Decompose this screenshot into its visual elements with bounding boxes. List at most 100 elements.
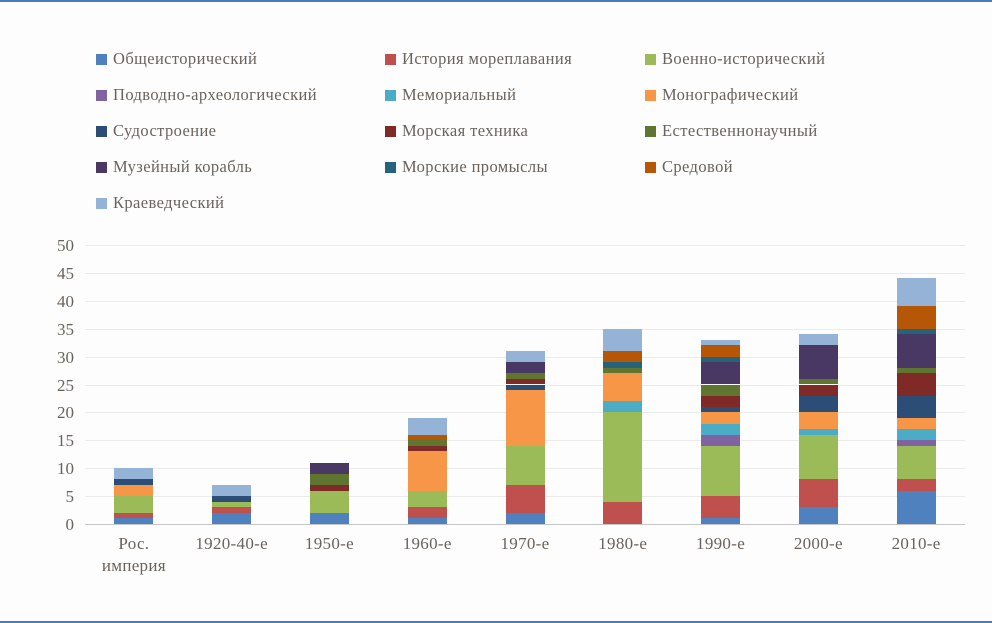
bar-segment bbox=[407, 434, 447, 441]
bar-segment bbox=[701, 445, 741, 497]
bar-segment bbox=[309, 462, 349, 474]
bar-segment bbox=[798, 395, 838, 413]
x-axis-category-label: 2010-е bbox=[861, 533, 971, 555]
bar-segment bbox=[407, 451, 447, 491]
legend-item: Средовой bbox=[645, 156, 825, 178]
legend-label: Судостроение bbox=[113, 121, 217, 140]
bar-segment bbox=[896, 334, 936, 368]
legend-swatch-icon bbox=[96, 161, 107, 173]
bar-segment bbox=[114, 468, 154, 480]
bar-segment bbox=[798, 384, 838, 396]
bar-segment bbox=[798, 334, 838, 346]
bar-segment bbox=[798, 412, 838, 430]
bar-segment bbox=[603, 328, 643, 351]
gridline bbox=[85, 272, 965, 274]
bar-segment bbox=[407, 445, 447, 452]
legend-item: Судостроение bbox=[96, 120, 385, 142]
bar-segment bbox=[309, 484, 349, 491]
bar-segment bbox=[603, 362, 643, 368]
x-axis-category-label-line: 1960-е bbox=[402, 534, 452, 553]
legend-swatch-icon bbox=[385, 89, 396, 101]
legend-label: Морская техника bbox=[402, 121, 529, 140]
bar-segment bbox=[701, 434, 741, 446]
bar-segment bbox=[701, 423, 741, 435]
bar-segment bbox=[114, 512, 154, 519]
bar-segment bbox=[407, 518, 447, 524]
legend-swatch-icon bbox=[645, 53, 656, 65]
legend-label: Подводно-археологический bbox=[113, 85, 317, 104]
bar-segment bbox=[896, 429, 936, 441]
legend-label: Монографический bbox=[662, 85, 799, 104]
bar-segment bbox=[309, 490, 349, 513]
legend-item: Подводно-археологический bbox=[96, 84, 385, 106]
x-axis-category-label: 1980-е bbox=[568, 533, 678, 555]
bar-segment bbox=[114, 479, 154, 485]
bar-segment bbox=[603, 351, 643, 363]
bar-segment bbox=[701, 345, 741, 357]
bar-segment bbox=[603, 367, 643, 374]
bar-segment bbox=[505, 351, 545, 363]
bar-segment bbox=[212, 501, 252, 508]
bar-segment bbox=[407, 490, 447, 508]
bar-segment bbox=[896, 440, 936, 446]
bar-segment bbox=[114, 484, 154, 497]
legend-item: История мореплавания bbox=[385, 48, 645, 70]
bar-segment bbox=[505, 445, 545, 485]
y-axis-tick-label: 50 bbox=[57, 236, 74, 255]
legend-label: Естественнонаучный bbox=[662, 121, 818, 140]
y-axis-tick-label: 35 bbox=[57, 319, 74, 339]
bar-segment bbox=[505, 378, 545, 385]
bar-segment bbox=[896, 445, 936, 480]
legend-label: Краеведческий bbox=[113, 193, 225, 212]
bar-segment bbox=[896, 306, 936, 329]
bar-segment bbox=[407, 417, 447, 435]
bar-segment bbox=[212, 507, 252, 513]
bar-segment bbox=[798, 345, 838, 379]
bar-segment bbox=[309, 473, 349, 485]
bar-segment bbox=[701, 339, 741, 346]
x-axis-line bbox=[85, 524, 965, 525]
bar-segment bbox=[701, 412, 741, 424]
bar-segment bbox=[114, 496, 154, 513]
bar-segment bbox=[505, 384, 545, 391]
legend-swatch-icon bbox=[96, 53, 107, 65]
bar-segment bbox=[505, 373, 545, 379]
bar-segment bbox=[701, 518, 741, 524]
x-axis-category-label: 2000-е bbox=[763, 533, 873, 555]
bar-segment bbox=[603, 401, 643, 413]
legend-item: Музейный корабль bbox=[96, 156, 385, 178]
legend-item: Естественнонаучный bbox=[645, 120, 825, 142]
legend-label: Общеисторический bbox=[113, 49, 258, 68]
bar-segment bbox=[701, 496, 741, 519]
legend-swatch-icon bbox=[96, 89, 107, 101]
legend-item: Морская техника bbox=[385, 120, 645, 142]
bar-segment bbox=[212, 512, 252, 524]
legend-item: Мемориальный bbox=[385, 84, 645, 106]
bar-segment bbox=[603, 412, 643, 502]
y-axis-tick-label: 15 bbox=[57, 431, 74, 451]
bar-segment bbox=[896, 278, 936, 307]
y-axis-tick-label: 30 bbox=[57, 347, 74, 367]
bar-segment bbox=[505, 484, 545, 513]
x-axis-category-label-line: 1920-40-е bbox=[195, 534, 268, 553]
gridline bbox=[85, 328, 965, 330]
x-axis-category-label-line: 1990-е bbox=[696, 534, 746, 553]
y-axis-tick-label: 25 bbox=[57, 375, 74, 395]
y-axis-tick-label: 0 bbox=[65, 515, 75, 534]
bar-segment bbox=[603, 373, 643, 402]
bar-segment bbox=[896, 490, 936, 524]
bar-segment bbox=[798, 507, 838, 524]
bar-segment bbox=[896, 417, 936, 430]
y-axis-tick-label: 45 bbox=[57, 263, 74, 283]
legend-item: Морские промыслы bbox=[385, 156, 645, 178]
x-axis-category-label: 1960-е bbox=[372, 533, 482, 555]
bar-segment bbox=[505, 390, 545, 446]
bar-segment bbox=[212, 484, 252, 497]
bar-segment bbox=[407, 507, 447, 519]
legend-swatch-icon bbox=[645, 125, 656, 137]
bar-segment bbox=[896, 367, 936, 374]
legend-swatch-icon bbox=[645, 161, 656, 173]
x-axis-category-label: 1990-е bbox=[666, 533, 776, 555]
bar-segment bbox=[701, 395, 741, 407]
x-axis-category-label-line: 2000-е bbox=[793, 534, 843, 553]
